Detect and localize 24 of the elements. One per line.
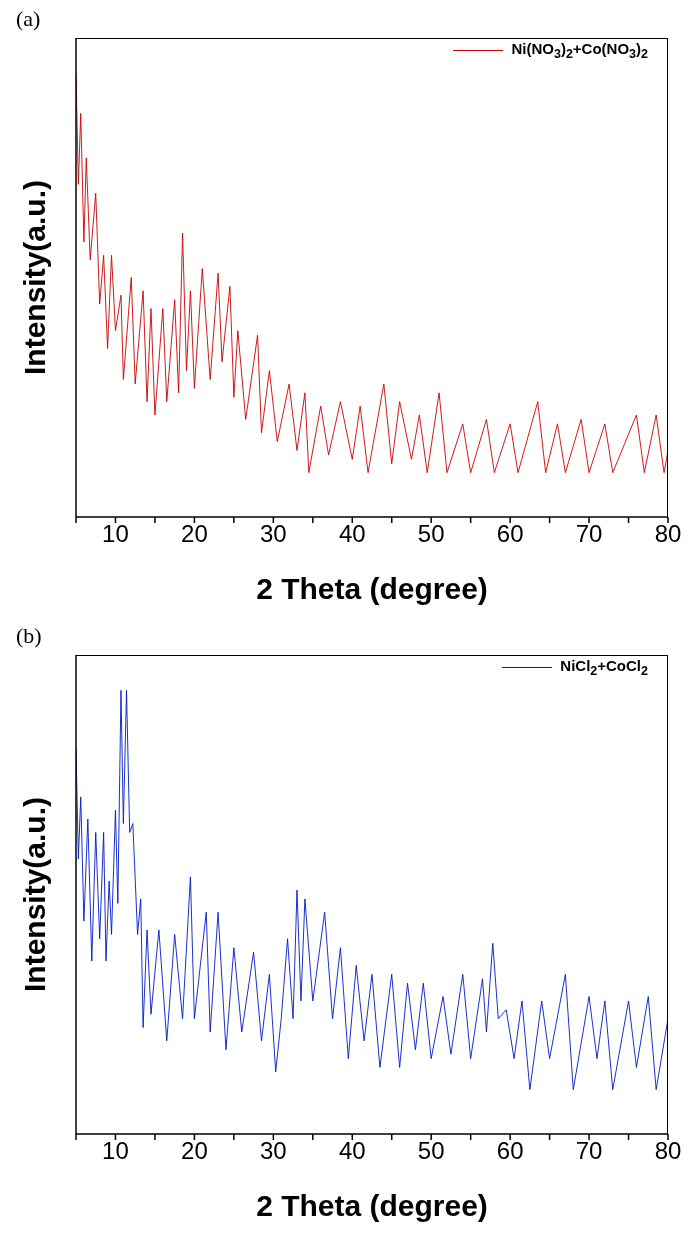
x-tick-label: 20 (181, 520, 208, 548)
x-tick-label: 60 (496, 1137, 524, 1165)
x-axis-title: 2 Theta (degree) (256, 572, 488, 605)
x-tick-label: 80 (654, 520, 682, 548)
y-axis-title: Intensity(a.u.) (17, 796, 51, 993)
x-tick-label: 50 (417, 520, 445, 548)
x-tick-label: 10 (102, 1137, 129, 1165)
x-tick-label: 30 (259, 1137, 287, 1165)
y-axis-title: Intensity(a.u.) (17, 179, 51, 376)
text: (a) (16, 6, 41, 32)
text: (b) (16, 623, 42, 649)
x-tick-label: 20 (181, 1137, 208, 1165)
x-tick-label: 50 (417, 1137, 445, 1165)
x-tick-label: 60 (496, 520, 524, 548)
x-axis-title: 2 Theta (degree) (256, 1189, 488, 1222)
x-tick-label: 70 (575, 1137, 603, 1165)
x-tick-label: 40 (338, 1137, 366, 1165)
x-tick-label: 80 (654, 1137, 682, 1165)
x-tick-label: 40 (338, 520, 366, 548)
x-tick-label: 10 (102, 520, 129, 548)
legend-label: NiCl$_{2}$+CoCl$_{2}$ (560, 657, 648, 678)
x-tick-label: 70 (575, 520, 603, 548)
x-tick-label: 30 (259, 520, 287, 548)
legend-label: Ni(NO$_{3}$)$_{2}$+Co(NO$_{3}$)$_{2}$ (511, 40, 648, 61)
